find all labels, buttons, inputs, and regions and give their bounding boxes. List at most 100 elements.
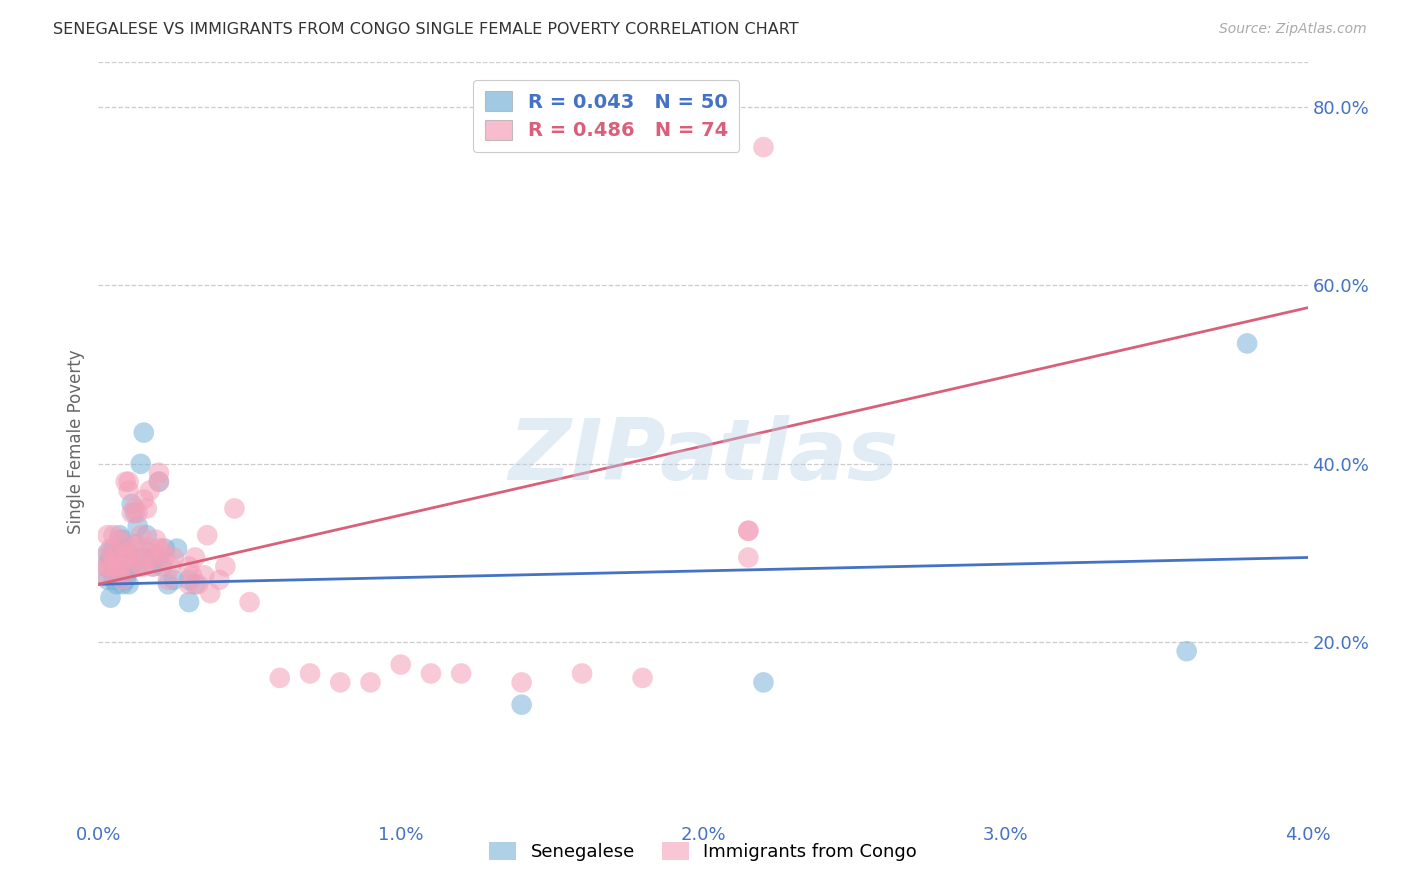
- Point: [139, 541, 162, 556]
- Point: [420, 666, 443, 681]
- Point: [124, 541, 146, 556]
- Point: [111, 537, 134, 551]
- Point: [184, 550, 207, 565]
- Point: [135, 528, 157, 542]
- Point: [108, 546, 131, 560]
- Point: [195, 528, 218, 542]
- Point: [111, 573, 134, 587]
- Point: [100, 550, 122, 565]
- Point: [114, 475, 136, 489]
- Point: [389, 657, 412, 672]
- Point: [105, 577, 128, 591]
- Point: [105, 550, 128, 565]
- Point: [510, 675, 533, 690]
- Point: [114, 559, 136, 574]
- Point: [148, 466, 170, 480]
- Point: [139, 483, 162, 498]
- Point: [142, 559, 165, 574]
- Point: [105, 559, 128, 574]
- Point: [96, 559, 118, 574]
- Point: [153, 541, 176, 556]
- Point: [142, 550, 165, 565]
- Point: [127, 519, 149, 533]
- Point: [142, 559, 165, 574]
- Point: [269, 671, 291, 685]
- Point: [127, 506, 149, 520]
- Point: [179, 559, 201, 574]
- Text: SENEGALESE VS IMMIGRANTS FROM CONGO SINGLE FEMALE POVERTY CORRELATION CHART: SENEGALESE VS IMMIGRANTS FROM CONGO SING…: [53, 22, 799, 37]
- Point: [124, 506, 146, 520]
- Point: [111, 577, 134, 591]
- Point: [124, 537, 146, 551]
- Point: [108, 533, 131, 547]
- Point: [105, 546, 128, 560]
- Point: [103, 541, 125, 556]
- Point: [510, 698, 533, 712]
- Point: [111, 533, 134, 547]
- Point: [121, 506, 143, 520]
- Point: [100, 559, 122, 574]
- Point: [132, 492, 155, 507]
- Point: [239, 595, 262, 609]
- Point: [163, 573, 186, 587]
- Point: [121, 559, 143, 574]
- Point: [127, 537, 149, 551]
- Point: [108, 559, 131, 574]
- Point: [121, 559, 143, 574]
- Point: [142, 550, 165, 565]
- Point: [160, 559, 183, 574]
- Point: [111, 559, 134, 574]
- Point: [118, 550, 141, 565]
- Point: [148, 475, 170, 489]
- Point: [100, 591, 122, 605]
- Point: [179, 577, 201, 591]
- Point: [737, 524, 759, 538]
- Point: [150, 541, 173, 556]
- Point: [118, 475, 141, 489]
- Point: [105, 564, 128, 578]
- Point: [752, 675, 775, 690]
- Point: [1175, 644, 1198, 658]
- Point: [96, 573, 118, 587]
- Legend: Senegalese, Immigrants from Congo: Senegalese, Immigrants from Congo: [482, 835, 924, 869]
- Point: [114, 573, 136, 587]
- Point: [135, 550, 157, 565]
- Point: [118, 564, 141, 578]
- Point: [114, 550, 136, 565]
- Text: Source: ZipAtlas.com: Source: ZipAtlas.com: [1219, 22, 1367, 37]
- Text: ZIPatlas: ZIPatlas: [508, 415, 898, 499]
- Point: [129, 528, 152, 542]
- Point: [118, 546, 141, 560]
- Point: [103, 559, 125, 574]
- Point: [129, 559, 152, 574]
- Point: [135, 501, 157, 516]
- Point: [181, 568, 204, 582]
- Point: [360, 675, 382, 690]
- Point: [103, 528, 125, 542]
- Point: [631, 671, 654, 685]
- Point: [103, 559, 125, 574]
- Point: [145, 533, 167, 547]
- Point: [156, 573, 179, 587]
- Point: [150, 559, 173, 574]
- Point: [166, 541, 188, 556]
- Point: [93, 559, 115, 574]
- Point: [156, 577, 179, 591]
- Point: [93, 550, 115, 565]
- Point: [118, 546, 141, 560]
- Point: [111, 541, 134, 556]
- Point: [103, 573, 125, 587]
- Point: [224, 501, 246, 516]
- Point: [737, 550, 759, 565]
- Point: [103, 550, 125, 565]
- Point: [737, 524, 759, 538]
- Point: [187, 577, 209, 591]
- Y-axis label: Single Female Poverty: Single Female Poverty: [66, 350, 84, 533]
- Point: [124, 501, 146, 516]
- Point: [208, 573, 231, 587]
- Point: [118, 550, 141, 565]
- Point: [129, 457, 152, 471]
- Point: [153, 550, 176, 565]
- Point: [139, 546, 162, 560]
- Point: [127, 559, 149, 574]
